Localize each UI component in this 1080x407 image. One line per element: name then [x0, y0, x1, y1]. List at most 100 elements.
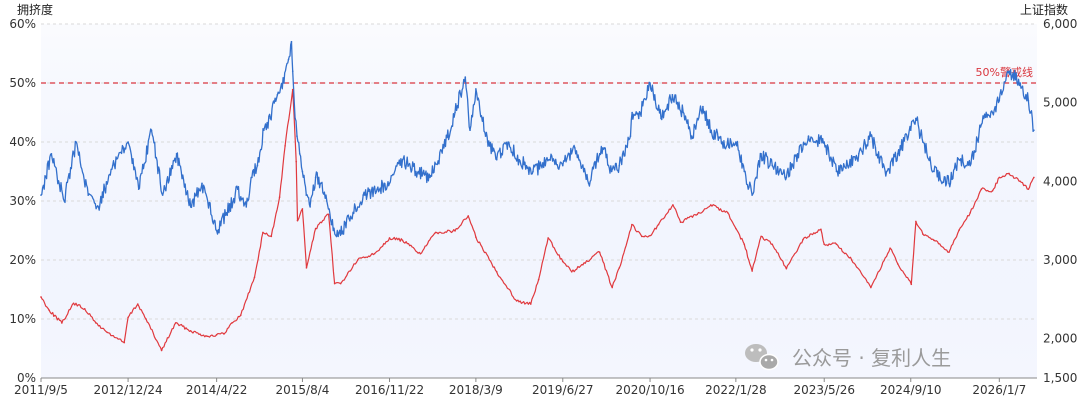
index-data-point [889, 247, 891, 249]
crowding-data-point [743, 170, 746, 173]
crowding-data-point [464, 76, 467, 78]
crowding-data-point [771, 164, 774, 167]
index-data-point [679, 221, 682, 224]
index-data-point [314, 227, 317, 230]
index-data-point [95, 322, 97, 324]
index-data-point [561, 260, 564, 263]
crowding-data-point [475, 88, 477, 90]
crowding-data-point [598, 153, 601, 155]
crowding-data-point [319, 182, 322, 185]
crowding-data-point [469, 129, 471, 131]
index-data-point [1033, 176, 1035, 179]
right-tick-label: 6,000 [1043, 17, 1077, 31]
crowding-data-point [958, 158, 960, 161]
index-data-point [709, 204, 712, 206]
crowding-data-point [735, 141, 737, 143]
crowding-data-point [189, 206, 192, 208]
crowding-data-point [484, 135, 487, 137]
crowding-data-point [225, 212, 228, 214]
series-group [40, 40, 1035, 352]
crowding-data-point [454, 111, 456, 114]
index-data-point [231, 322, 233, 324]
index-data-point [771, 243, 774, 246]
index-data-point [434, 231, 437, 234]
crowding-data-point [540, 164, 542, 167]
crowding-data-point [127, 141, 129, 143]
wechat-logo-icon [745, 344, 779, 371]
x-tick-label: 2018/3/9 [449, 383, 503, 397]
crowding-data-point [337, 235, 339, 238]
index-data-point [915, 220, 917, 223]
crowding-data-point [50, 153, 53, 155]
crowding-data-point [885, 170, 888, 173]
crowding-data-point [603, 147, 606, 149]
index-data-point [401, 239, 404, 242]
index-data-point [649, 234, 651, 237]
x-tick-label: 2014/4/22 [186, 383, 248, 397]
index-data-point [802, 238, 804, 241]
index-data-point [239, 314, 242, 316]
crowding-data-point [846, 164, 849, 167]
x-tick-label: 2015/8/4 [275, 383, 329, 397]
crowding-data-point [507, 141, 509, 143]
crowding-data-point [760, 153, 762, 155]
crowding-data-point [287, 58, 290, 61]
index-data-point [295, 160, 298, 163]
x-tick-label: 2012/12/24 [94, 383, 163, 397]
crowding-data-point [269, 117, 272, 120]
crowding-data-point [980, 123, 983, 126]
crowding-data-point [201, 182, 203, 185]
index-data-point [948, 251, 950, 253]
crowding-data-point [785, 176, 788, 179]
index-data-point [1027, 188, 1030, 190]
index-data-point [631, 223, 633, 226]
crowding-data-point [97, 206, 100, 208]
crowding-data-point [325, 200, 328, 202]
index-data-point [419, 252, 422, 255]
crowding-data-point [63, 200, 66, 202]
right-tick-label: 5,000 [1043, 96, 1077, 110]
index-data-point [823, 243, 826, 246]
x-tick-label: 2026/1/7 [972, 383, 1026, 397]
index-data-point [356, 259, 359, 261]
right-tick-label: 2,000 [1043, 332, 1077, 346]
right-tick-label: 3,000 [1043, 253, 1077, 267]
index-data-point [991, 189, 994, 192]
crowding-data-point [301, 170, 304, 173]
x-tick-label: 2023/5/26 [793, 383, 855, 397]
index-data-point [696, 213, 699, 216]
threshold-label: 50%警戒线 [976, 65, 1033, 79]
crowding-data-point [111, 164, 114, 167]
x-tick-label: 2019/6/27 [532, 383, 594, 397]
crowding-data-point [309, 206, 311, 208]
left-tick-label: 50% [9, 76, 36, 90]
index-data-point [61, 322, 63, 324]
crowding-data-point [495, 158, 498, 161]
index-data-point [495, 271, 498, 273]
crowding-data-point [75, 141, 77, 143]
crowding-data-point [1033, 129, 1035, 131]
crowding-data-point [150, 129, 153, 131]
index-data-point [262, 231, 264, 234]
index-data-point [106, 331, 109, 334]
crowding-data-point [618, 164, 621, 167]
crowding-data-point [175, 153, 178, 155]
index-data-point [618, 267, 621, 269]
crowding-data-point [415, 170, 417, 173]
crowding-data-point [548, 158, 551, 161]
crowding-data-point [443, 147, 445, 149]
index-data-point [253, 276, 256, 279]
crowding-data-point [823, 141, 826, 143]
crowding-data-point [401, 158, 404, 161]
crowding-data-point [376, 188, 378, 190]
crowding-data-point [796, 153, 799, 155]
index-data-point [998, 176, 1001, 179]
index-data-point [270, 235, 273, 238]
right-tick-label: 1,500 [1043, 371, 1077, 385]
index-data-point [305, 267, 308, 269]
index-data-point [910, 283, 913, 286]
index-data-point [735, 227, 737, 230]
index-data-point [751, 270, 753, 272]
crowding-data-point [251, 176, 253, 179]
index-data-point [278, 196, 281, 198]
